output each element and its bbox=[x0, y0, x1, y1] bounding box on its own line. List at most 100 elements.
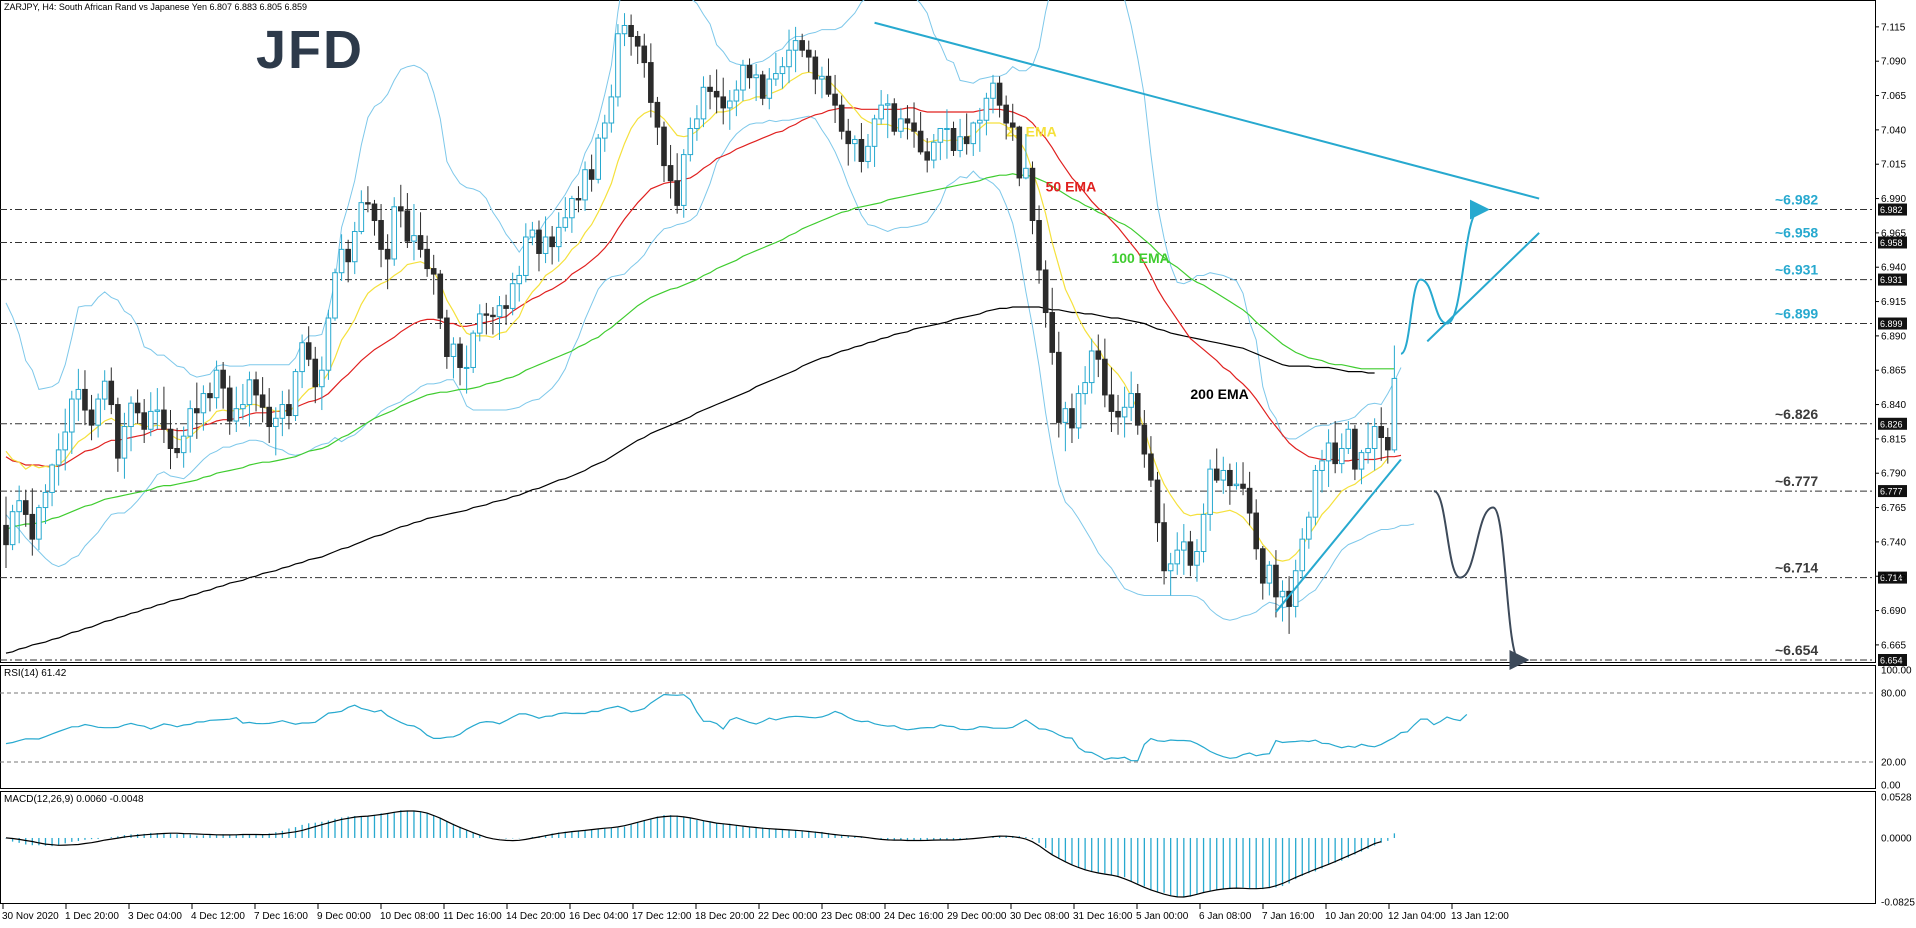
candle bbox=[69, 390, 75, 454]
level-price-badge-text: 6.654 bbox=[1880, 656, 1903, 666]
candle bbox=[1266, 561, 1273, 596]
candle-body bbox=[1325, 442, 1332, 462]
candle bbox=[575, 186, 582, 213]
candle-body bbox=[1056, 351, 1062, 423]
level-price-badge bbox=[1878, 485, 1907, 498]
candle-body bbox=[509, 283, 516, 309]
candle bbox=[404, 193, 411, 248]
time-tick-label: 31 Dec 16:00 bbox=[1073, 911, 1133, 922]
candle-body bbox=[200, 393, 207, 414]
candle-body bbox=[569, 198, 575, 219]
candle bbox=[463, 345, 470, 394]
level-label: ~6.899 bbox=[1775, 306, 1818, 322]
candle-body bbox=[740, 64, 746, 91]
candle-body bbox=[259, 394, 266, 408]
candle-body bbox=[42, 491, 49, 509]
candle-body bbox=[1207, 468, 1213, 515]
candle bbox=[536, 220, 542, 272]
macd-pane: 0.0528 0.0000 -0.0825 bbox=[5, 793, 1915, 909]
candle bbox=[22, 489, 29, 527]
candle-body bbox=[924, 151, 931, 161]
rsi-pane-title: RSI(14) 61.42 bbox=[4, 668, 67, 679]
candle-body bbox=[411, 235, 417, 242]
candle-body bbox=[1148, 453, 1154, 481]
candle bbox=[16, 485, 22, 544]
candle bbox=[549, 226, 555, 265]
time-tick-label: 1 Dec 20:00 bbox=[65, 911, 119, 922]
candle-body bbox=[549, 236, 555, 248]
candle bbox=[75, 368, 82, 422]
price-tick-label: 6.690 bbox=[1881, 606, 1906, 617]
candle bbox=[727, 90, 733, 130]
candle bbox=[937, 127, 944, 161]
candle bbox=[476, 304, 483, 342]
candle-body bbox=[319, 369, 325, 388]
candle-body bbox=[1082, 382, 1088, 395]
ema100-line bbox=[5, 173, 1395, 531]
level-price-badge bbox=[1878, 654, 1907, 666]
level-price-badge bbox=[1878, 417, 1907, 430]
candle bbox=[154, 388, 161, 430]
candle bbox=[1332, 421, 1338, 474]
candle bbox=[1056, 331, 1062, 438]
candle bbox=[305, 326, 312, 367]
candle-body bbox=[36, 507, 42, 540]
candle bbox=[220, 361, 226, 409]
candle bbox=[1181, 524, 1187, 575]
candle-body bbox=[1273, 564, 1279, 598]
candle-body bbox=[1352, 428, 1358, 470]
candle bbox=[1174, 532, 1181, 575]
candle-body bbox=[371, 203, 378, 222]
candle bbox=[1049, 287, 1056, 365]
candle-body bbox=[845, 130, 852, 145]
candle-body bbox=[996, 82, 1003, 106]
candle bbox=[128, 396, 134, 452]
candle-body bbox=[562, 217, 569, 228]
annotations bbox=[874, 21, 1540, 670]
candle-body bbox=[1240, 483, 1246, 489]
candle bbox=[325, 309, 332, 380]
candle bbox=[29, 488, 36, 556]
candle bbox=[371, 199, 378, 236]
price-pane-title: ZARJPY, H4: South African Rand vs Japane… bbox=[4, 2, 307, 12]
candle-body bbox=[1023, 167, 1029, 179]
candle bbox=[384, 234, 391, 290]
bullish-scenario-arrow bbox=[1399, 199, 1490, 355]
candle-body bbox=[977, 119, 983, 124]
level-price-badge-text: 6.826 bbox=[1880, 419, 1903, 429]
level-label: ~6.714 bbox=[1775, 560, 1818, 576]
time-tick-label: 3 Dec 04:00 bbox=[128, 911, 182, 922]
candle bbox=[904, 105, 911, 140]
candle bbox=[141, 399, 147, 444]
candle bbox=[1023, 133, 1029, 180]
level-label: ~6.826 bbox=[1775, 406, 1818, 422]
candle-body bbox=[246, 379, 253, 406]
candle-body bbox=[1213, 468, 1220, 481]
candle bbox=[272, 407, 279, 456]
price-tick-label: 6.790 bbox=[1881, 469, 1906, 480]
candle bbox=[1003, 95, 1009, 140]
candle bbox=[891, 98, 898, 136]
candle-body bbox=[957, 136, 963, 151]
candle-body bbox=[1115, 410, 1121, 418]
candle-body bbox=[476, 313, 483, 334]
candle-body bbox=[654, 101, 661, 128]
candle-body bbox=[805, 49, 812, 58]
candle-body bbox=[588, 169, 595, 180]
candle bbox=[1102, 338, 1108, 408]
candle bbox=[641, 33, 648, 78]
candle-body bbox=[930, 141, 937, 161]
price-pane-frame bbox=[0, 0, 1876, 663]
candle-body bbox=[154, 409, 161, 412]
candle bbox=[970, 121, 977, 156]
candle-body bbox=[852, 138, 858, 145]
candle bbox=[1299, 528, 1306, 581]
candle bbox=[1385, 427, 1391, 464]
candle-body bbox=[1253, 512, 1260, 550]
candle-body bbox=[1016, 126, 1023, 179]
candle-body bbox=[253, 379, 259, 396]
candle bbox=[1128, 371, 1134, 422]
time-tick-label: 6 Jan 08:00 bbox=[1199, 911, 1252, 922]
candle bbox=[246, 371, 253, 427]
candle bbox=[977, 107, 983, 152]
